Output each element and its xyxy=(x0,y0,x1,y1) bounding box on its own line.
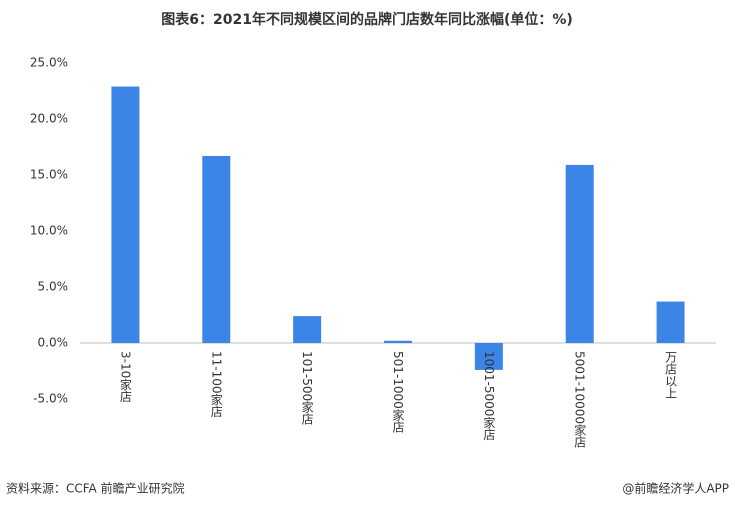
x-tick-label: 501-1000家店 xyxy=(391,351,405,433)
bar xyxy=(656,301,685,343)
x-tick-label: 5001-10000家店 xyxy=(573,351,587,448)
bar xyxy=(474,343,503,370)
bar xyxy=(293,316,322,343)
y-tick-label: 20.0% xyxy=(30,112,68,126)
x-tick-label: 1001-5000家店 xyxy=(482,351,496,440)
y-tick-label: 0.0% xyxy=(38,336,69,350)
y-tick-label: 15.0% xyxy=(30,168,68,182)
source: 资料来源：CCFA 前瞻产业研究院 xyxy=(6,481,185,496)
x-tick-label: 万店以上 xyxy=(664,351,678,399)
bar xyxy=(202,155,231,343)
chart-title: 图表6：2021年不同规模区间的品牌门店数年同比涨幅(单位：%) xyxy=(161,11,573,28)
credit: @前瞻经济学人APP xyxy=(622,481,729,496)
x-tick-label: 101-500家店 xyxy=(300,351,314,425)
bar xyxy=(384,340,412,343)
x-tick-label: 11-100家店 xyxy=(209,351,223,418)
x-tick-label: 3-10家店 xyxy=(118,351,132,402)
y-tick-label: 10.0% xyxy=(30,224,68,238)
y-tick-label: -5.0% xyxy=(33,392,68,406)
y-tick-label: 5.0% xyxy=(38,280,69,294)
bar xyxy=(111,86,140,344)
bar xyxy=(565,164,594,343)
y-tick-label: 25.0% xyxy=(30,56,68,70)
